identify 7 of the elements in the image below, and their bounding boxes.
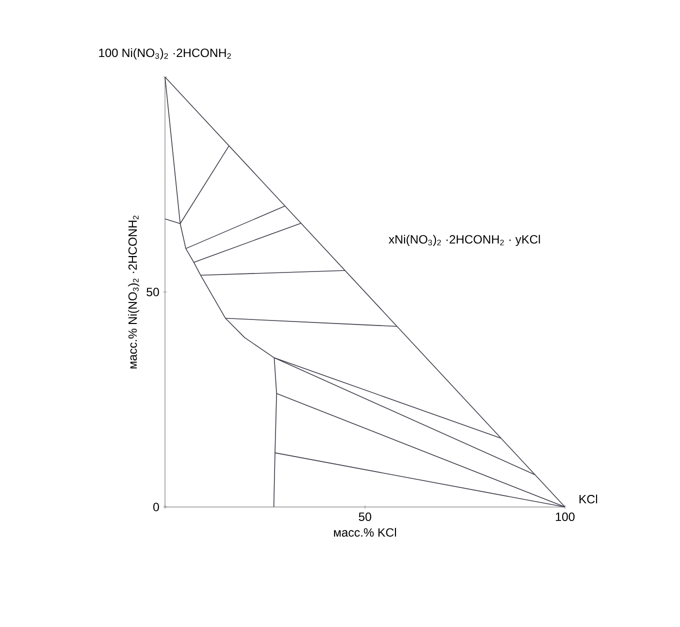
annotation: KCl: [580, 494, 598, 504]
y-axis-title: масс.% Ni(NO$_{3}$)$_{2}$ ·2HCONH$_{2}$: [128, 216, 140, 368]
x-axis-title: масс.% KCl: [334, 528, 396, 537]
annotation: 100 Ni(NO$_{3}$)$_{2}$ ·2HCONH$_{2}$: [99, 48, 231, 60]
y-tick-label: 0: [153, 502, 160, 512]
annotation: xNi(NO$_{3}$)$_{2}$ ·2HCONH$_{2}$ · yKCl: [388, 234, 540, 246]
x-tick-label: 100: [556, 512, 575, 522]
